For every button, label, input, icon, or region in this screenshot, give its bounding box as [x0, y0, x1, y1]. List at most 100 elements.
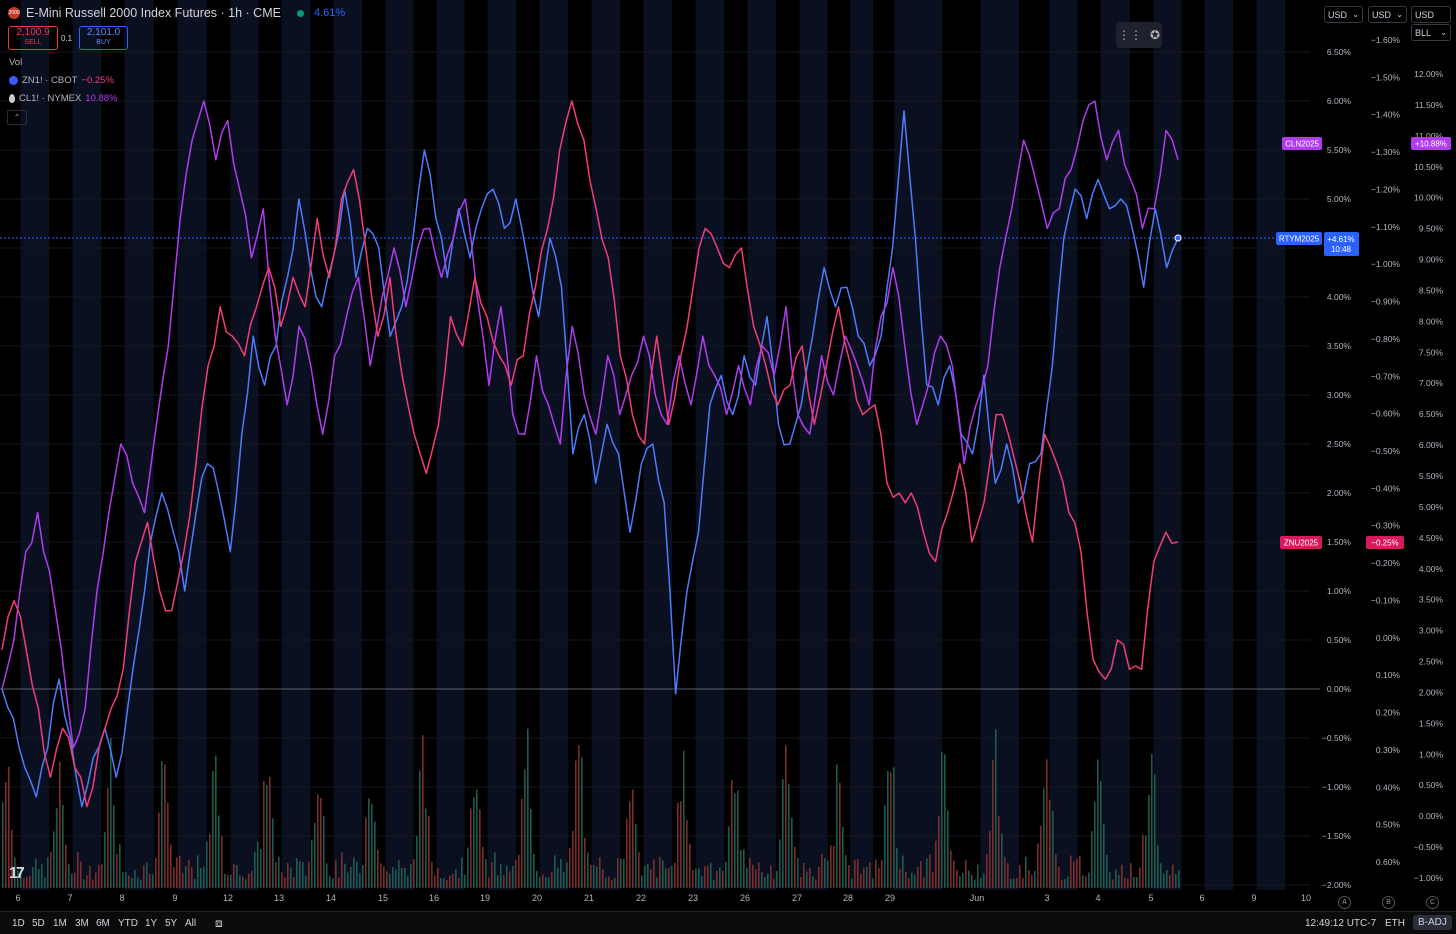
clock-time[interactable]: 12:49:12 UTC-7 [1305, 918, 1377, 929]
volume-bar [1112, 879, 1114, 888]
volume-bar [41, 864, 43, 888]
volume-bar [671, 866, 673, 888]
session-toggle[interactable]: ETH [1385, 918, 1405, 929]
zn-tick-label: −0.30% [1371, 521, 1401, 531]
volume-bar [305, 875, 307, 888]
volume-bar [416, 836, 418, 888]
volume-bar [383, 866, 385, 888]
volume-bar [929, 854, 931, 888]
buy-button[interactable]: 2,101.0 BUY [79, 26, 128, 50]
volume-bar [464, 874, 466, 888]
volume-bar [461, 857, 463, 888]
range-1m[interactable]: 1M [53, 918, 67, 929]
range-3m[interactable]: 3M [75, 918, 89, 929]
y-tick-label: −0.50% [1322, 733, 1352, 743]
range-all[interactable]: All [185, 918, 197, 929]
chart-tools-pill[interactable]: ⋮⋮ ✪ [1116, 22, 1162, 48]
currency-select-1[interactable]: USD ⌄ [1324, 6, 1363, 23]
zn-tick-label: −1.50% [1371, 72, 1401, 82]
volume-bar [251, 870, 253, 888]
volume-bar [596, 866, 598, 888]
volume-bar [170, 844, 172, 888]
currency-value: USD [1372, 9, 1392, 20]
volume-bar [515, 859, 517, 888]
volume-bar [815, 879, 817, 888]
range-1d[interactable]: 1D [12, 918, 25, 929]
volume-bar [803, 862, 805, 888]
zn-tick-label: 0.20% [1376, 708, 1401, 718]
y-tick-label: 0.00% [1327, 684, 1352, 694]
unit-select[interactable]: BLL ⌄ [1411, 24, 1451, 41]
volume-bar [638, 852, 640, 888]
volume-bar [62, 804, 64, 888]
volume-bar [1025, 856, 1027, 888]
volume-bar [941, 751, 943, 888]
series-line-znu2025 [1, 100, 1179, 808]
currency-select-3[interactable]: USD [1411, 6, 1451, 23]
cl-tick-label: 4.00% [1419, 564, 1444, 574]
volume-bar [221, 836, 223, 888]
sell-price: 2,100.9 [16, 27, 50, 38]
volume-bar [488, 877, 490, 888]
sell-button[interactable]: 2,100.9 SELL [8, 26, 58, 50]
symbol-title[interactable]: E-Mini Russell 2000 Index Futures · 1h ·… [26, 6, 281, 20]
favorite-star-icon[interactable]: ✪ [1149, 28, 1161, 42]
series-value-label-bg [1411, 137, 1451, 150]
buy-price: 2,101.0 [86, 27, 121, 38]
date-range-icon[interactable]: ⧈ [215, 916, 223, 930]
volume-bar [1043, 788, 1045, 888]
volume-bar [902, 855, 904, 888]
cl-tick-label: 0.00% [1419, 811, 1444, 821]
legend-name: ZN1! · CBOT [22, 75, 78, 86]
volume-bar [1130, 863, 1132, 888]
legend-item-zn[interactable]: ZN1! · CBOT −0.25% [9, 75, 114, 86]
volume-bar [200, 867, 202, 888]
volume-bar [800, 877, 802, 888]
range-5d[interactable]: 5D [32, 918, 45, 929]
volume-bar [635, 823, 637, 888]
y-tick-label: 4.00% [1327, 292, 1352, 302]
volume-bar [185, 866, 187, 888]
volume-bar [788, 784, 790, 888]
range-1y[interactable]: 1Y [145, 918, 158, 929]
volume-bar [449, 875, 451, 888]
volume-bar [329, 876, 331, 888]
volume-bar [398, 860, 400, 888]
currency-select-2[interactable]: USD ⌄ [1368, 6, 1407, 23]
scale-b-button[interactable]: B [1382, 896, 1395, 909]
range-6m[interactable]: 6M [96, 918, 110, 929]
volume-bar [110, 738, 112, 888]
volume-bar [623, 859, 625, 888]
volume-bar [320, 797, 322, 888]
scale-a-button[interactable]: A [1338, 896, 1351, 909]
volume-bar [869, 862, 871, 888]
volume-bar [554, 855, 556, 888]
range-ytd[interactable]: YTD [118, 918, 138, 929]
volume-bar [1019, 865, 1021, 888]
volume-bar [353, 857, 355, 888]
adjustment-toggle[interactable]: B-ADJ [1413, 915, 1452, 930]
volume-bar [530, 808, 532, 888]
volume-bar [245, 879, 247, 888]
collapse-legend-button[interactable]: ⌃ [7, 110, 27, 125]
drag-handle-icon[interactable]: ⋮⋮ [1117, 28, 1142, 42]
volume-bar [242, 876, 244, 888]
volume-bar [152, 874, 154, 888]
cl-tick-label: 10.00% [1414, 193, 1443, 203]
range-5y[interactable]: 5Y [165, 918, 178, 929]
y-tick-label: 1.00% [1327, 586, 1352, 596]
volume-bar [860, 873, 862, 888]
session-band [124, 0, 154, 890]
volume-bar [665, 868, 667, 888]
volume-bar [59, 761, 61, 888]
chevron-down-icon: ⌄ [1440, 28, 1447, 37]
scale-c-button[interactable]: C [1426, 896, 1439, 909]
volume-bar [944, 754, 946, 888]
legend-item-cl[interactable]: CL1! · NYMEX 10.88% [9, 93, 118, 104]
legend-vol[interactable]: Vol [9, 57, 22, 68]
volume-bar [899, 868, 901, 888]
volume-bar [875, 859, 877, 888]
symbol-header[interactable]: 2000 E-Mini Russell 2000 Index Futures ·… [8, 6, 345, 20]
volume-bar [236, 865, 238, 888]
